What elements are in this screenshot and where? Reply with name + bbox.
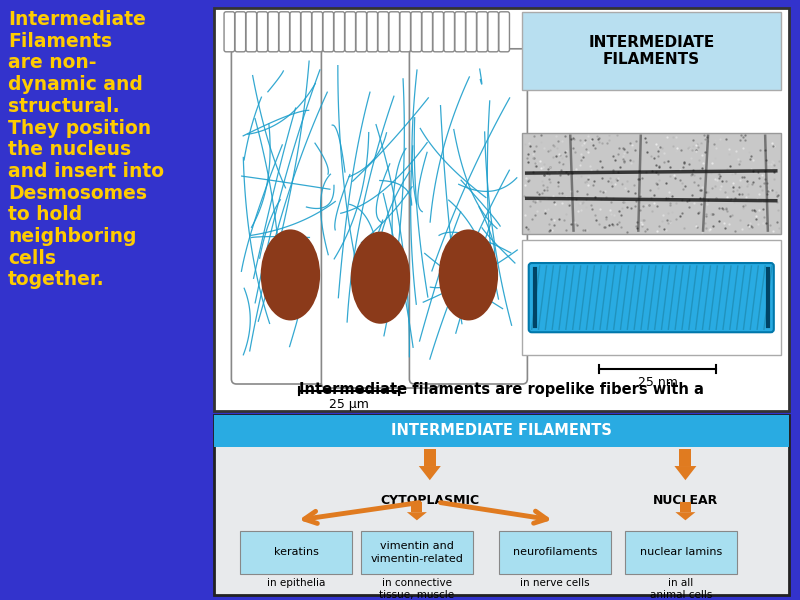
FancyBboxPatch shape <box>433 12 443 52</box>
Bar <box>361 532 473 574</box>
FancyBboxPatch shape <box>378 12 389 52</box>
FancyBboxPatch shape <box>279 12 290 52</box>
Ellipse shape <box>261 229 320 320</box>
Text: CYTOPLASMIC: CYTOPLASMIC <box>380 494 479 507</box>
FancyBboxPatch shape <box>499 12 510 52</box>
Text: in epithelia: in epithelia <box>267 578 326 587</box>
Bar <box>240 532 352 574</box>
Text: nuclear lamins: nuclear lamins <box>640 547 722 557</box>
Bar <box>625 532 737 574</box>
FancyBboxPatch shape <box>444 12 454 52</box>
FancyBboxPatch shape <box>389 12 399 52</box>
Text: NUCLEAR: NUCLEAR <box>653 494 718 507</box>
FancyBboxPatch shape <box>334 12 345 52</box>
FancyBboxPatch shape <box>322 49 439 388</box>
Bar <box>424 449 436 466</box>
Text: in all
animal cells: in all animal cells <box>650 578 712 599</box>
Polygon shape <box>407 512 427 520</box>
FancyBboxPatch shape <box>312 12 322 52</box>
FancyBboxPatch shape <box>235 12 246 52</box>
Bar <box>411 502 422 512</box>
FancyBboxPatch shape <box>268 12 278 52</box>
FancyBboxPatch shape <box>290 12 301 52</box>
Text: in nerve cells: in nerve cells <box>520 578 590 587</box>
Bar <box>522 12 781 91</box>
Bar <box>214 8 789 411</box>
FancyBboxPatch shape <box>400 12 410 52</box>
FancyBboxPatch shape <box>356 12 366 52</box>
Bar <box>214 415 789 595</box>
FancyBboxPatch shape <box>466 12 477 52</box>
Text: INTERMEDIATE FILAMENTS: INTERMEDIATE FILAMENTS <box>391 424 612 439</box>
FancyBboxPatch shape <box>529 263 774 332</box>
Bar <box>522 239 781 355</box>
Polygon shape <box>675 512 695 520</box>
Text: INTERMEDIATE
FILAMENTS: INTERMEDIATE FILAMENTS <box>588 35 714 67</box>
Polygon shape <box>419 466 441 480</box>
Polygon shape <box>674 466 697 480</box>
FancyBboxPatch shape <box>422 12 433 52</box>
Text: keratins: keratins <box>274 547 318 557</box>
FancyBboxPatch shape <box>477 12 487 52</box>
Bar <box>679 449 691 466</box>
Text: Intermediate
Filaments
are non-
dynamic and
structural.
They position
the nucleu: Intermediate Filaments are non- dynamic … <box>8 10 164 289</box>
FancyBboxPatch shape <box>323 12 334 52</box>
Text: neurofilaments: neurofilaments <box>513 547 597 557</box>
FancyBboxPatch shape <box>246 12 257 52</box>
Text: in connective
tissue, muscle
cells, and
neuroglial cells: in connective tissue, muscle cells, and … <box>378 578 456 600</box>
Text: Intermediate filaments are ropelike fibers with a: Intermediate filaments are ropelike fibe… <box>299 382 704 397</box>
FancyBboxPatch shape <box>488 12 498 52</box>
Bar <box>498 532 610 574</box>
FancyBboxPatch shape <box>455 12 466 52</box>
Text: vimentin and
vimentin-related: vimentin and vimentin-related <box>370 541 463 563</box>
Bar <box>214 415 789 446</box>
FancyBboxPatch shape <box>257 12 268 52</box>
Bar <box>680 502 691 512</box>
FancyBboxPatch shape <box>411 12 422 52</box>
Text: 25 μm: 25 μm <box>330 398 370 411</box>
FancyBboxPatch shape <box>224 12 234 52</box>
FancyBboxPatch shape <box>410 49 527 384</box>
FancyBboxPatch shape <box>231 49 350 384</box>
FancyBboxPatch shape <box>301 12 311 52</box>
Ellipse shape <box>350 232 410 324</box>
Ellipse shape <box>438 229 498 320</box>
Bar <box>522 133 781 233</box>
Text: 25 nm: 25 nm <box>638 376 678 389</box>
FancyBboxPatch shape <box>345 12 355 52</box>
FancyBboxPatch shape <box>367 12 378 52</box>
